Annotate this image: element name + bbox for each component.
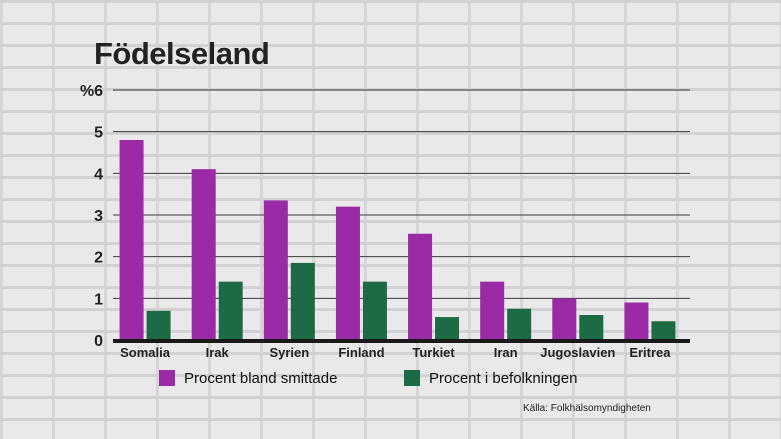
x-tick-label-eritrea: Eritrea [629, 345, 671, 360]
bar-turkiet-series-2 [435, 317, 460, 340]
source-note: Källa: Folkhälsomyndigheten [523, 403, 651, 414]
bar-syrien-series-1 [263, 200, 288, 340]
bars [119, 140, 676, 340]
bar-somalia-series-1 [119, 140, 144, 340]
x-tick-label-syrien: Syrien [269, 345, 309, 360]
axes: 0 1 2 3 4 5 6% Somalia Irak Syrien Finland Turkiet I… [80, 83, 690, 360]
bar-somalia-series-2 [146, 310, 171, 340]
chart-title: Födelseland [94, 36, 270, 71]
x-tick-label-finland: Finland [338, 345, 384, 360]
x-tick-label-iran: Iran [494, 345, 518, 360]
y-tick-label-5: 5 [94, 125, 103, 142]
legend-item-befolkningen: Procent i befolkningen [404, 368, 577, 388]
x-tick-label-somalia: Somalia [120, 345, 171, 360]
bar-turkiet-series-1 [408, 233, 433, 340]
bar-iran-series-2 [507, 308, 532, 340]
x-axis-baseline [113, 339, 690, 343]
y-axis-unit-label: % [80, 83, 94, 100]
x-tick-label-irak: Irak [206, 345, 230, 360]
y-tick-label-1: 1 [94, 291, 103, 308]
legend-swatch-smittade [159, 370, 175, 386]
bar-eritrea-series-1 [624, 302, 649, 340]
bar-jugoslavien-series-2 [579, 315, 604, 340]
legend-label-befolkningen: Procent i befolkningen [429, 369, 578, 387]
y-tick-label-2: 2 [94, 250, 103, 267]
y-tick-label-0: 0 [94, 333, 103, 350]
legend-label-smittade: Procent bland smittade [184, 369, 338, 387]
bar-eritrea-series-2 [651, 321, 676, 340]
bar-syrien-series-2 [290, 262, 315, 340]
y-tick-label-3: 3 [94, 208, 103, 225]
y-tick-label-4: 4 [94, 166, 103, 183]
x-tick-label-turkiet: Turkiet [412, 345, 455, 360]
bar-jugoslavien-series-1 [552, 298, 577, 340]
x-tick-label-jugoslavien: Jugoslavien [540, 345, 615, 360]
bar-finland-series-1 [335, 206, 360, 340]
bar-iran-series-1 [480, 281, 505, 340]
bar-irak-series-1 [191, 169, 216, 340]
bar-finland-series-2 [362, 281, 387, 340]
bar-irak-series-2 [218, 281, 243, 340]
legend-item-smittade: Procent bland smittade [159, 368, 337, 388]
y-tick-label-6: 6 [94, 83, 103, 100]
legend-swatch-befolkningen [404, 370, 420, 386]
